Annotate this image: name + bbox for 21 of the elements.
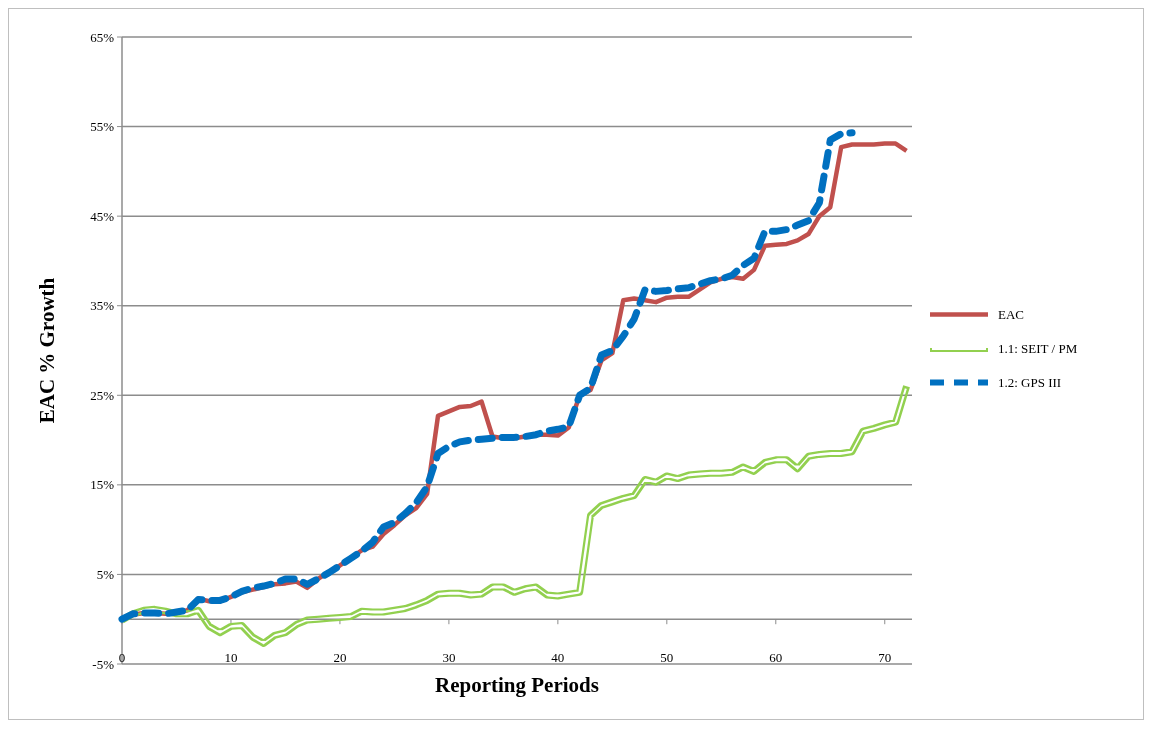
y-tick-label: 5% [96, 566, 115, 582]
y-tick-label: -5% [92, 656, 115, 672]
x-tick-label: 70 [878, 650, 892, 665]
y-tick-label: 65% [90, 29, 115, 45]
x-tick-label: 40 [551, 650, 565, 665]
legend-label: 1.2: GPS III [998, 375, 1062, 391]
x-tick-label: 0 [118, 650, 126, 665]
y-tick-label: 55% [90, 119, 115, 135]
x-tick-label: 10 [224, 650, 238, 665]
y-tick-label: 35% [90, 298, 115, 314]
x-tick-label: 30 [442, 650, 456, 665]
x-tick-label: 60 [769, 650, 783, 665]
y-tick-label: 15% [90, 477, 115, 493]
y-tick-label: 25% [90, 387, 115, 403]
x-tick-label: 20 [333, 650, 347, 665]
y-axis-title: EAC % Growth [35, 277, 59, 424]
legend-label: EAC [998, 307, 1024, 323]
y-tick-label: 45% [90, 208, 115, 224]
legend-label: 1.1: SEIT / PM [998, 341, 1078, 357]
x-tick-label: 50 [660, 650, 674, 665]
x-axis-title: Reporting Periods [435, 673, 599, 697]
